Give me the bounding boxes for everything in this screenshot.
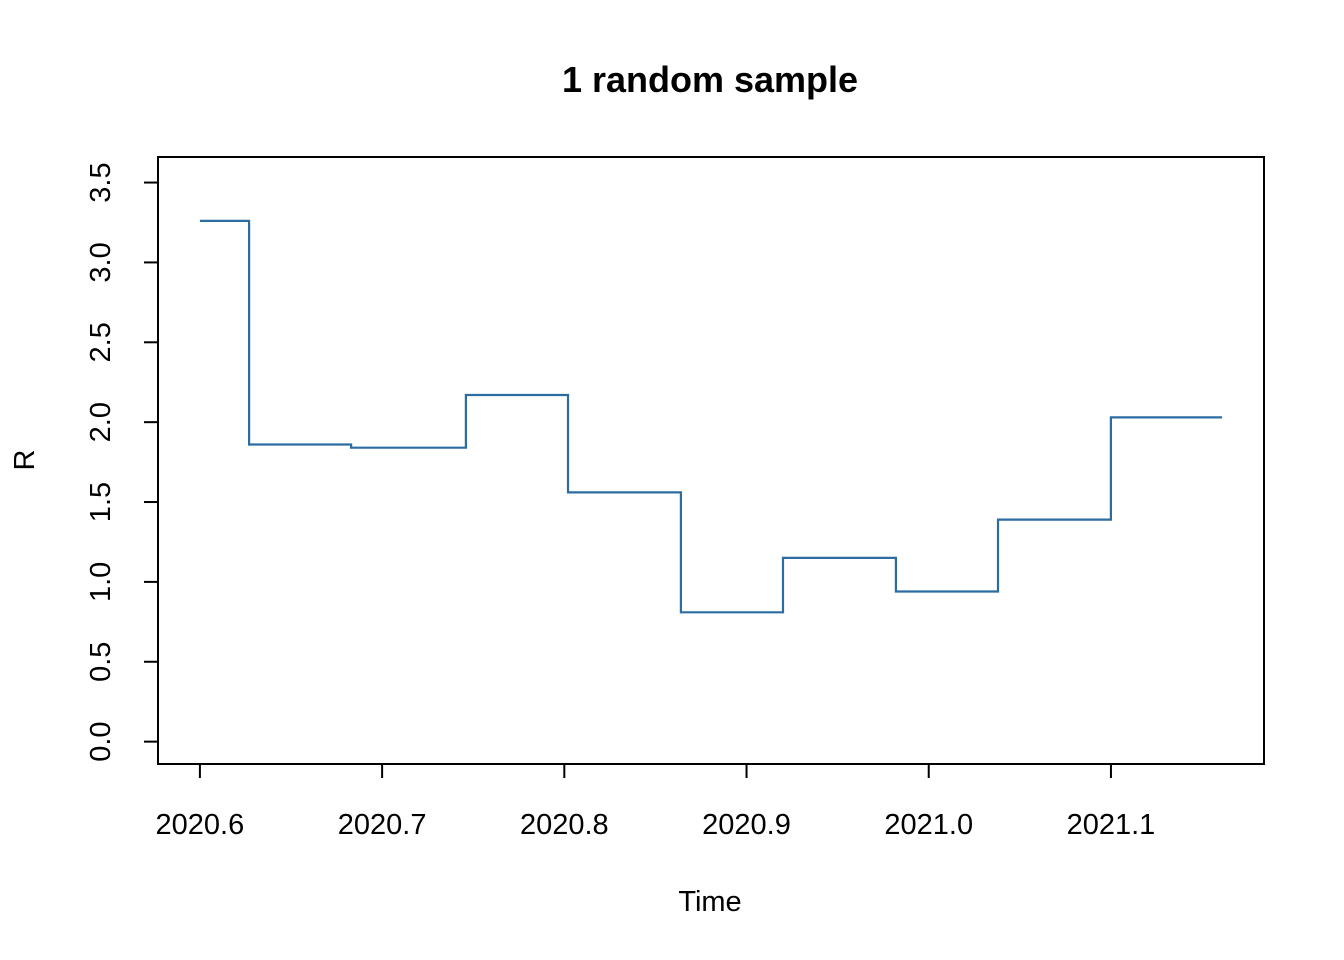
y-tick-label: 3.0	[85, 242, 117, 282]
x-tick-label: 2020.8	[520, 809, 609, 841]
y-tick-label: 2.0	[85, 402, 117, 442]
x-tick-label: 2020.7	[338, 809, 427, 841]
x-axis-label: Time	[678, 886, 741, 918]
y-axis: 0.0 0.5 1.0 1.5 2.0 2.5 3.0 3.5	[85, 162, 159, 762]
x-tick-label: 2020.6	[156, 809, 245, 841]
x-tick-label: 2020.9	[702, 809, 791, 841]
series-line	[199, 219, 1223, 614]
x-axis: 2020.6 2020.7 2020.8 2020.9 2021.0 2021.1	[156, 763, 1156, 841]
y-tick-label: 3.5	[85, 162, 117, 202]
x-tick-label: 2021.0	[884, 809, 973, 841]
y-tick-label: 1.0	[85, 562, 117, 602]
y-axis-label: R	[9, 450, 41, 471]
x-tick-label: 2021.1	[1067, 809, 1156, 841]
plot-frame	[157, 156, 1265, 765]
chart-title: 1 random sample	[562, 59, 858, 100]
series-group	[199, 219, 1223, 614]
y-tick-label: 0.0	[85, 721, 117, 761]
y-tick-label: 1.5	[85, 482, 117, 522]
y-tick-label: 2.5	[85, 322, 117, 362]
y-tick-label: 0.5	[85, 642, 117, 682]
